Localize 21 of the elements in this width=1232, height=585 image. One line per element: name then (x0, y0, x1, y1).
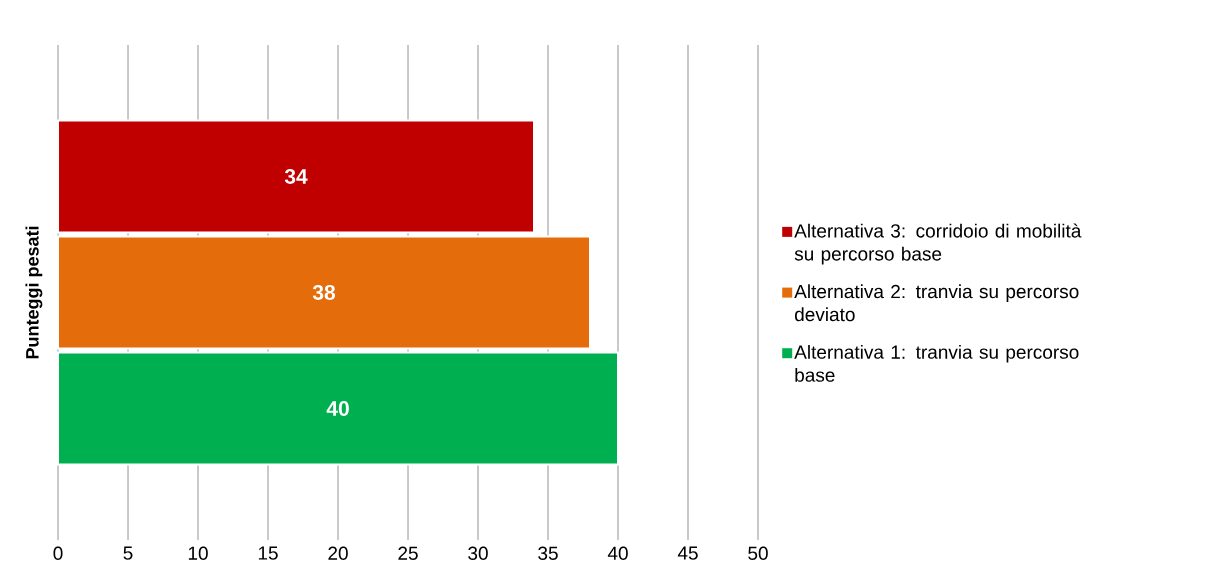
legend-label: Alternativa 3: corridoio di mobilità su percorso base (794, 223, 1082, 265)
bar (57, 351, 619, 466)
data-label: 38 (312, 285, 336, 300)
x-tick-label: 10 (188, 546, 208, 560)
x-tick-label: 0 (53, 546, 63, 560)
x-tick-label: 20 (328, 546, 348, 560)
y-axis-title: Punteggi pesati (25, 226, 43, 359)
x-tick-label: 45 (677, 546, 698, 560)
bar (57, 235, 591, 350)
x-tick-label: 5 (123, 546, 133, 560)
legend-label: Alternativa 2: tranvia su percorso deviato (794, 284, 1079, 322)
x-tick-label: 35 (538, 546, 558, 560)
x-tick-label: 50 (748, 546, 768, 560)
bar (57, 119, 535, 234)
data-label: 34 (284, 169, 308, 184)
x-tick-label: 30 (468, 546, 488, 560)
data-label: 40 (326, 401, 349, 416)
x-tick-label: 15 (258, 546, 278, 560)
legend-label: Alternativa 1: tranvia su percorso base (794, 344, 1079, 382)
x-tick-label: 25 (398, 546, 418, 560)
x-tick-label: 40 (607, 546, 628, 560)
